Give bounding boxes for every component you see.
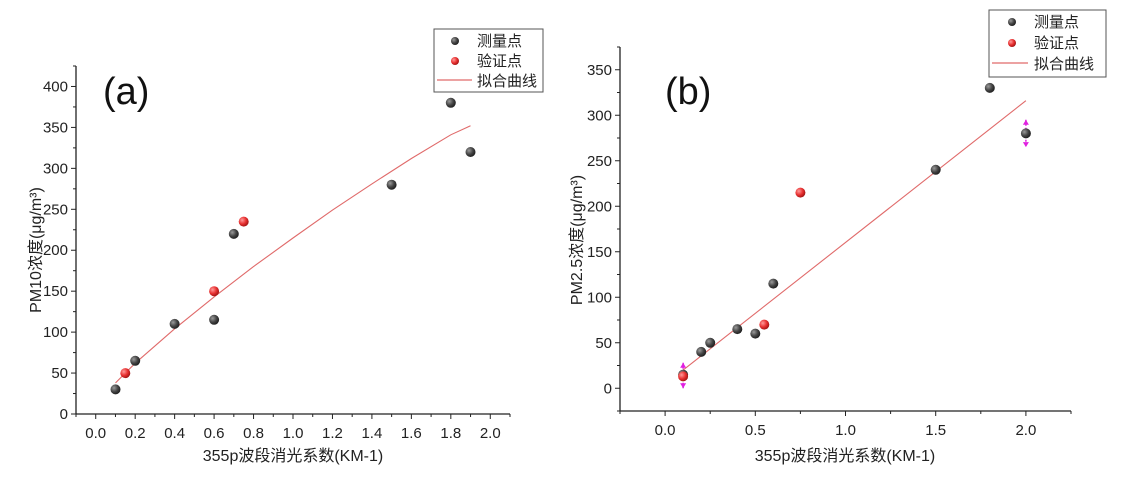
chart-b-point-measured	[750, 328, 761, 339]
chart-b-x-axis-title: 355p波段消光系数(KM-1)	[755, 447, 935, 465]
chart-a-y-tick-label: 350	[43, 119, 68, 136]
chart-a-x-tick-label: 1.2	[322, 425, 343, 442]
chart-a-legend-label-measured: 测量点	[477, 32, 522, 50]
chart-b-y-tick-label: 0	[604, 380, 612, 397]
chart-b-axes: 0.0 0.5 1.0 1.5 2.0 0 50 100 150 200 250 300 350	[587, 46, 1072, 439]
chart-b-y-tick-label: 100	[587, 289, 612, 306]
chart-b-point-measured	[696, 346, 707, 357]
chart-b-legend-marker-measured	[1008, 18, 1016, 26]
chart-b-y-axis-title: PM2.5浓度(μg/m³)	[568, 175, 586, 305]
chart-a-x-tick-label: 0.2	[125, 425, 146, 442]
chart-b-legend-label-validation: 验证点	[1034, 34, 1079, 52]
chart-a-y-tick-label: 100	[43, 324, 68, 341]
chart-b-error-arrow-down	[1022, 142, 1029, 148]
chart-a-x-tick-label: 1.4	[361, 425, 382, 442]
chart-b-y-tick-label: 200	[587, 198, 612, 215]
chart-a-x-tick-label: 0.0	[85, 425, 106, 442]
chart-a-point-measured	[209, 314, 220, 325]
chart-a-fit-line	[115, 125, 471, 384]
chart-a-y-axis-title: PM10浓度(μg/m³)	[27, 187, 45, 313]
chart-b-error-arrow-up	[1022, 119, 1029, 125]
chart-a-marks	[110, 97, 476, 395]
chart-b-y-tick-label: 350	[587, 62, 612, 79]
chart-b-point-validation	[795, 187, 806, 198]
chart-a-y-tick-label: 400	[43, 78, 68, 95]
chart-a-point-measured	[465, 147, 476, 157]
chart-a-y-tick-label: 50	[51, 365, 68, 382]
chart-b-y-tick-label: 300	[587, 107, 612, 124]
chart-b-legend: 测量点 验证点 拟合曲线	[988, 9, 1107, 78]
chart-a-x-tick-label: 2.0	[480, 425, 501, 442]
chart-a-legend: 测量点 验证点 拟合曲线	[433, 28, 544, 93]
chart-b-point-measured	[930, 164, 941, 175]
chart-a-x-tick-label: 0.4	[164, 425, 185, 442]
chart-a-y-tick-label: 200	[43, 242, 68, 259]
chart-b-x-tick-label: 1.0	[835, 422, 856, 439]
chart-a-x-tick-label: 1.0	[283, 425, 304, 442]
chart-a-panel-label: (a)	[103, 71, 149, 113]
chart-a-y-tick-label: 250	[43, 201, 68, 218]
chart-b-point-measured	[705, 337, 716, 348]
chart-a-point-measured	[445, 97, 456, 108]
chart-a-point-validation	[209, 286, 220, 297]
chart-a-x-tick-label: 0.8	[243, 425, 264, 442]
chart-a: 0.0 0.2 0.4 0.6 0.8 1.0 1.2 1.4 1.6 1.8 2.0 0 50 100 1…	[27, 28, 544, 465]
chart-a-point-validation	[238, 216, 249, 227]
chart-b-marks	[678, 82, 1031, 389]
chart-a-y-tick-label: 300	[43, 160, 68, 177]
chart-b-x-tick-label: 0.0	[655, 422, 676, 439]
chart-b-y-tick-label: 50	[595, 335, 612, 352]
chart-b-legend-label-measured: 测量点	[1034, 13, 1079, 31]
chart-a-legend-marker-validation	[451, 57, 459, 65]
chart-b-point-measured	[1020, 128, 1031, 139]
chart-b-y-tick-label: 250	[587, 153, 612, 170]
chart-a-legend-label-fit: 拟合曲线	[477, 72, 537, 90]
chart-a-axes: 0.0 0.2 0.4 0.6 0.8 1.0 1.2 1.4 1.6 1.8 2.0 0 50 100 1…	[43, 65, 511, 442]
chart-a-x-tick-label: 1.8	[440, 425, 461, 442]
chart-a-y-tick-label: 0	[60, 406, 68, 423]
chart-a-point-measured	[110, 384, 121, 395]
chart-b-panel-label: (b)	[665, 71, 711, 113]
chart-b-legend-marker-validation	[1008, 39, 1016, 47]
chart-a-legend-marker-measured	[451, 37, 459, 45]
chart-a-point-measured	[130, 355, 141, 366]
chart-b-legend-label-fit: 拟合曲线	[1034, 55, 1094, 73]
chart-b-point-validation	[678, 371, 689, 382]
chart-a-x-axis-title: 355p波段消光系数(KM-1)	[203, 447, 383, 465]
chart-b-error-arrow-down	[680, 383, 687, 389]
chart-b-point-measured	[732, 324, 743, 335]
chart-b-point-measured	[768, 278, 779, 289]
chart-a-point-validation	[120, 368, 131, 379]
chart-b-x-tick-label: 0.5	[745, 422, 766, 439]
chart-b-error-arrow-up	[680, 362, 687, 368]
chart-a-y-tick-label: 150	[43, 283, 68, 300]
chart-a-point-measured	[228, 228, 239, 239]
chart-a-legend-label-validation: 验证点	[477, 52, 522, 70]
chart-a-x-tick-label: 0.6	[204, 425, 225, 442]
chart-a-point-measured	[169, 318, 180, 329]
chart-a-point-measured	[386, 179, 397, 190]
chart-b-x-tick-label: 1.5	[925, 422, 946, 439]
chart-b: 0.0 0.5 1.0 1.5 2.0 0 50 100 150 200 250 300 350 (b)…	[568, 9, 1107, 465]
chart-b-x-tick-label: 2.0	[1015, 422, 1036, 439]
chart-b-point-validation	[759, 319, 770, 330]
chart-b-y-tick-label: 150	[587, 244, 612, 261]
chart-b-point-measured	[984, 82, 995, 93]
chart-a-x-tick-label: 1.6	[401, 425, 422, 442]
